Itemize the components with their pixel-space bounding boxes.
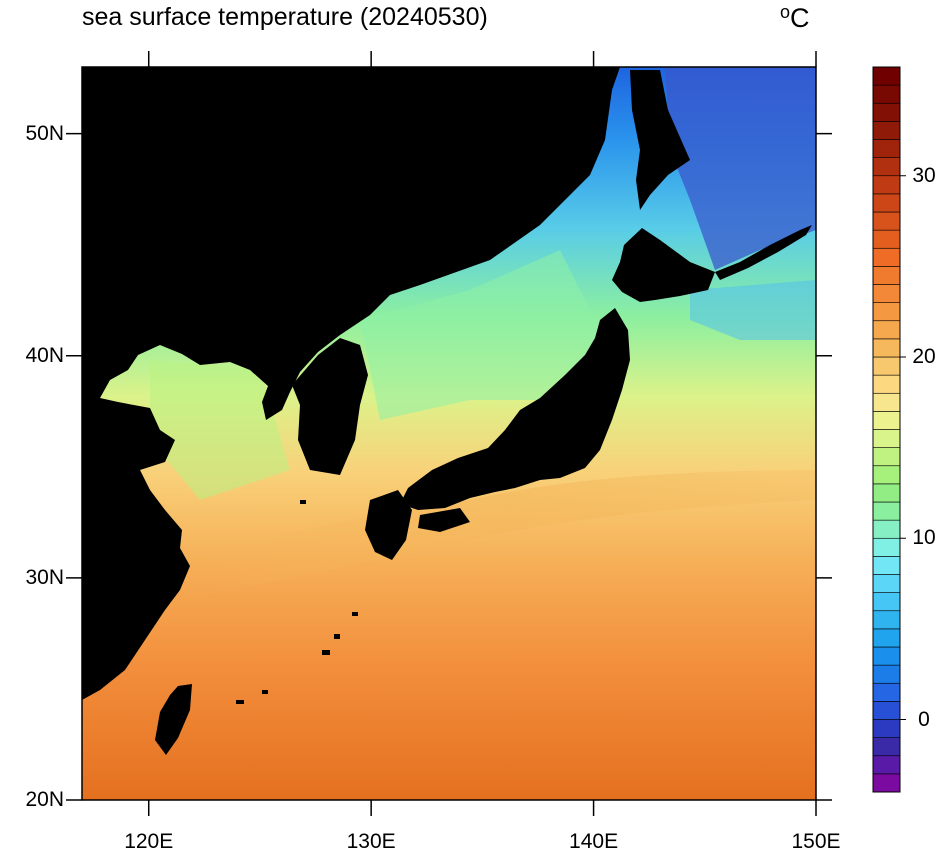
colorbar-swatch [872, 519, 901, 539]
colorbar-swatch [872, 483, 901, 503]
colorbar-swatch [872, 193, 901, 213]
okhotsk-cold-water [665, 67, 816, 270]
colorbar-swatch [872, 374, 901, 394]
sea-of-japan-water [360, 250, 600, 420]
ryukyu-island [334, 634, 340, 639]
longitude-label: 150E [791, 830, 841, 853]
colorbar-swatch [872, 175, 901, 195]
colorbar-swatch [872, 266, 901, 285]
latitude-label: 30N [25, 565, 64, 589]
colorbar-swatch [872, 139, 901, 158]
colorbar-swatch [872, 701, 901, 720]
map-frame [81, 66, 817, 801]
colorbar-tick-label: 0 [918, 707, 930, 731]
colorbar-swatch [872, 157, 901, 177]
colorbar-swatch [872, 392, 901, 412]
colorbar-tick-label: 10 [912, 526, 936, 550]
hokkaido [612, 228, 715, 302]
colorbar-swatch [872, 682, 901, 702]
jeju-island [300, 500, 306, 504]
ryukyu-island [236, 700, 244, 704]
colorbar-swatch [872, 121, 901, 140]
ryukyu-island [262, 690, 268, 694]
chart-title: sea surface temperature (20240530) [82, 3, 488, 31]
colorbar-swatch [872, 84, 901, 104]
colorbar-swatch [872, 628, 901, 648]
colorbar-swatch [872, 773, 901, 793]
longitude-label: 140E [569, 830, 619, 853]
asia-mainland [82, 67, 620, 700]
colorbar-ticks [900, 175, 906, 720]
colorbar-swatch [872, 411, 901, 430]
sakhalin [630, 70, 690, 210]
colorbar-swatch [872, 66, 901, 86]
taiwan [155, 684, 192, 755]
colorbar-swatch [872, 356, 901, 376]
colorbar-tick-label: 20 [912, 345, 936, 368]
kuril-islands [715, 225, 812, 280]
ryukyu-island [352, 612, 358, 616]
latitude-label: 50N [25, 121, 64, 145]
colorbar-swatch [872, 574, 901, 593]
colorbar-swatch [872, 338, 901, 358]
korean-peninsula [292, 338, 368, 475]
kuroshio-current [180, 470, 816, 600]
yellow-sea-water [150, 360, 290, 500]
colorbar-frame [872, 66, 901, 793]
colorbar-swatch [872, 719, 901, 738]
colorbar-swatch [872, 664, 901, 684]
colorbar-swatch [872, 429, 901, 448]
colorbar-swatch [872, 610, 901, 630]
degree-symbol: o [780, 2, 791, 22]
colorbar-swatch [872, 755, 901, 775]
colorbar-swatch [872, 247, 901, 267]
oyashio-water [690, 280, 816, 340]
map-plot-area [82, 67, 816, 800]
colorbar-tick-label: 30 [912, 163, 936, 187]
land-masses [82, 67, 812, 755]
colorbar [872, 66, 901, 793]
colorbar-swatch [872, 646, 901, 666]
colorbar-swatch [872, 302, 901, 322]
colorbar-swatch [872, 501, 901, 521]
colorbar-swatch [872, 320, 901, 340]
kyushu [365, 490, 412, 560]
ryukyu-island [322, 650, 330, 655]
honshu [400, 308, 630, 510]
map-ticks [66, 51, 832, 816]
colorbar-swatch [872, 102, 901, 122]
colorbar-swatch [872, 284, 901, 303]
colorbar-swatch [872, 211, 901, 231]
colorbar-swatch [872, 592, 901, 612]
colorbar-swatch [872, 229, 901, 249]
units-letter: C [790, 3, 810, 33]
units-label: oC [780, 2, 810, 37]
longitude-label: 120E [124, 830, 174, 853]
shikoku [418, 508, 470, 532]
colorbar-swatch [872, 556, 901, 575]
longitude-label: 130E [346, 830, 396, 853]
latitude-label: 20N [25, 788, 64, 811]
colorbar-swatch [872, 465, 901, 485]
colorbar-swatch [872, 447, 901, 467]
colorbar-swatch [872, 737, 901, 757]
colorbar-swatch [872, 537, 901, 557]
latitude-label: 40N [25, 343, 64, 367]
